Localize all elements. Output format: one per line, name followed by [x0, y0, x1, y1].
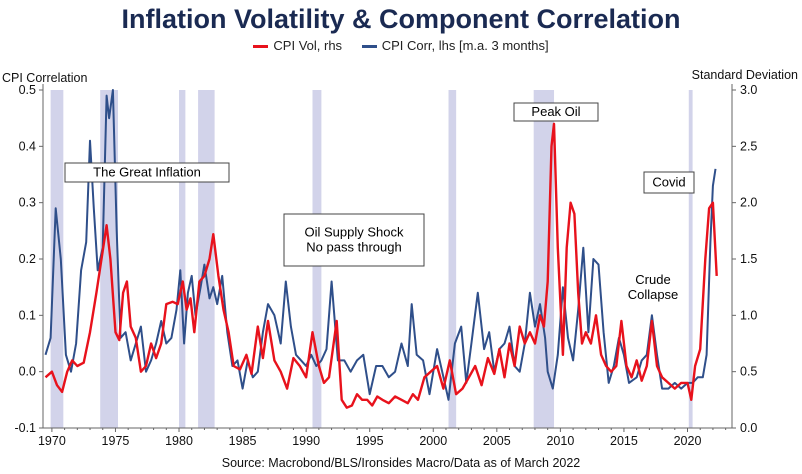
y-left-tick-label-0: -0.1 — [14, 421, 36, 435]
x-tick-label-2: 1980 — [165, 434, 193, 448]
x-tick-label-4: 1990 — [292, 434, 320, 448]
annotation-text-6: Collapse — [628, 287, 679, 302]
y-right-tick-label-5: 2.5 — [740, 139, 757, 153]
x-tick-label-9: 2015 — [610, 434, 638, 448]
x-tick-label-10: 2020 — [674, 434, 702, 448]
x-tick-label-7: 2005 — [483, 434, 511, 448]
axes: 1970 1975 1980 1985 1990 1995 2000 2005 2010 2015… — [14, 83, 757, 448]
legend-label-corr: CPI Corr, lhs [m.a. 3 months] — [381, 38, 549, 53]
series-lines — [44, 89, 718, 409]
annotation-text-2: No pass through — [306, 240, 401, 255]
y-right-tick-label-1: 0.5 — [740, 365, 757, 379]
x-tick-label-5: 1995 — [356, 434, 384, 448]
x-tick-label-0: 1970 — [38, 434, 66, 448]
x-tick-label-8: 2010 — [546, 434, 574, 448]
annotation-text-3: Peak Oil — [531, 104, 580, 119]
shaded-period-6 — [533, 90, 555, 428]
y-right-tick-label-4: 2.0 — [740, 196, 757, 210]
annotation-box-2 — [513, 102, 599, 122]
shaded-period-3 — [198, 90, 215, 428]
legend-swatch-vol — [253, 45, 269, 49]
annotation-box-1 — [283, 213, 425, 267]
y-left-tick-label-4: 0.3 — [19, 196, 36, 210]
shaded-period-2 — [179, 90, 186, 428]
series-line-cpi-vol — [44, 122, 718, 409]
y-axis-right-label: Standard Deviation — [691, 68, 798, 82]
shaded-period-5 — [448, 90, 457, 428]
shaded-period-7 — [688, 90, 693, 428]
legend-item-vol: CPI Vol, rhs — [253, 38, 342, 53]
annotation-box-0 — [64, 162, 230, 183]
legend-item-corr: CPI Corr, lhs [m.a. 3 months] — [361, 38, 549, 53]
annotation-text-0: The Great Inflation — [93, 165, 201, 180]
y-right-tick-label-0: 0.0 — [740, 421, 757, 435]
x-tick-label-6: 2000 — [419, 434, 447, 448]
y-right-tick-label-2: 1.0 — [740, 308, 757, 322]
shaded-period-1 — [100, 90, 119, 428]
shaded-period-0 — [50, 90, 64, 428]
annotation-text-5: Crude — [635, 272, 670, 287]
y-right-tick-label-6: 3.0 — [740, 83, 757, 97]
annotation-text-1: Oil Supply Shock — [305, 225, 404, 240]
x-tick-label-3: 1985 — [229, 434, 257, 448]
chart-title: Inflation Volatility & Component Correla… — [121, 4, 681, 34]
x-tick-label-1: 1975 — [102, 434, 130, 448]
y-left-tick-label-3: 0.2 — [19, 252, 36, 266]
chart-legend: CPI Vol, rhs CPI Corr, lhs [m.a. 3 month… — [0, 38, 802, 53]
series-line-cpi-corr — [44, 89, 717, 401]
y-right-tick-label-3: 1.5 — [740, 252, 757, 266]
y-left-tick-label-6: 0.5 — [19, 83, 36, 97]
y-left-tick-label-1: 0.0 — [19, 365, 36, 379]
y-left-tick-label-2: 0.1 — [19, 308, 36, 322]
y-axis-left-label: CPI Correlation — [2, 71, 88, 85]
annotation-text-4: Covid — [652, 175, 685, 190]
annotation-box-3 — [643, 171, 695, 194]
legend-label-vol: CPI Vol, rhs — [273, 38, 343, 53]
source-note: Source: Macrobond/BLS/Ironsides Macro/Da… — [221, 456, 581, 470]
y-left-tick-label-5: 0.4 — [19, 139, 36, 153]
legend-swatch-corr — [361, 45, 377, 49]
